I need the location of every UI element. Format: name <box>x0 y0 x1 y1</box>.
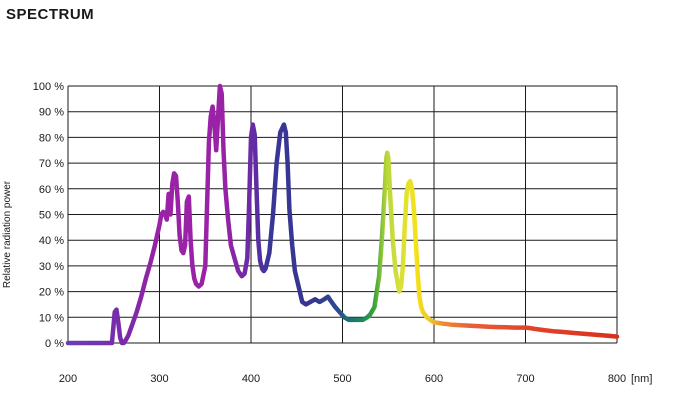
x-tick-label: 800 <box>608 373 626 385</box>
page-title: SPECTRUM <box>6 6 95 23</box>
y-tick-label: 60 % <box>39 184 64 196</box>
y-tick-label: 50 % <box>39 210 64 222</box>
y-tick-label: 30 % <box>39 261 64 273</box>
x-tick-label: 500 <box>333 373 351 385</box>
y-tick-label: 10 % <box>39 312 64 324</box>
y-tick-label: 70 % <box>39 158 64 170</box>
chart-grid <box>67 85 618 344</box>
spectrum-series-line <box>65 83 620 346</box>
x-axis-unit-label: [nm] <box>631 373 652 385</box>
y-axis-label: Relative radiation power <box>2 180 13 288</box>
x-tick-label: 300 <box>150 373 168 385</box>
y-tick-label: 100 % <box>33 81 64 93</box>
x-axis-ticks: 200 300 400 500 600 700 800 <box>59 373 626 385</box>
x-tick-label: 700 <box>516 373 534 385</box>
y-tick-label: 80 % <box>39 132 64 144</box>
y-axis-ticks: 0 % 10 % 20 % 30 % 40 % 50 % 60 % 70 % 80 % 90 % 1… <box>33 81 64 350</box>
x-tick-label: 400 <box>242 373 260 385</box>
x-tick-label: 600 <box>425 373 443 385</box>
x-tick-label: 200 <box>59 373 77 385</box>
y-tick-label: 40 % <box>39 235 64 247</box>
y-tick-label: 90 % <box>39 107 64 119</box>
y-tick-label: 0 % <box>45 338 64 350</box>
y-tick-label: 20 % <box>39 287 64 299</box>
